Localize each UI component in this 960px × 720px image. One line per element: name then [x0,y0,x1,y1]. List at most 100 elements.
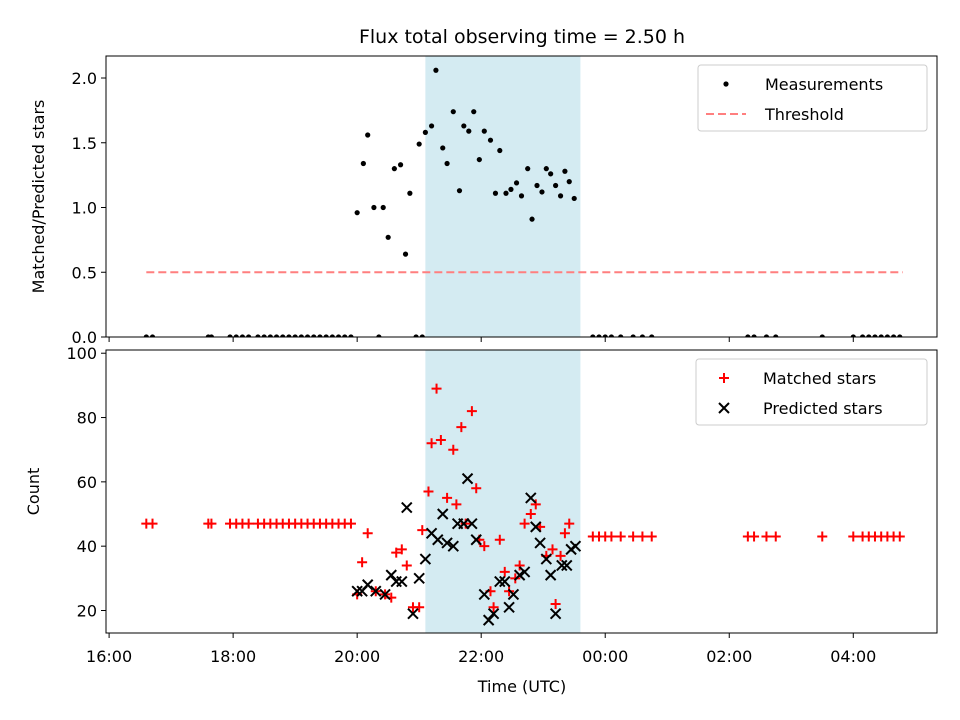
legend-entry-label: Threshold [764,105,844,124]
bottom-y-tick-label: 100 [66,344,97,363]
measurement-point [872,334,878,337]
matched-star-point [646,531,657,542]
matched-star-point [357,557,368,568]
predicted-star-point [540,553,553,565]
bottom-legend-box [695,358,928,426]
measurement-point [525,166,531,172]
measurement-point [481,128,487,134]
predicted-star-point [437,508,449,520]
measurement-point [348,334,354,337]
measurement-point [329,334,335,337]
matched-star-point [547,544,558,555]
matched-star-point [488,602,499,613]
matched-star-point [423,486,434,497]
measurement-point [354,210,360,216]
matched-star-point [606,531,617,542]
measurement-point [450,109,456,115]
predicted-star-point [494,575,506,588]
bottom-plot-area [141,383,905,626]
bottom-y-axis-label: Count [24,468,43,516]
legend-predicted-swatch [718,402,730,414]
top-y-tick-label: 1.0 [72,199,97,218]
bottom-legend: Matched stars Predicted stars [695,358,928,426]
measurement-point [773,334,779,337]
x-tick-label: 04:00 [830,647,876,666]
matched-star-point [479,541,490,552]
predicted-star-point [351,585,363,597]
measurement-point [261,334,267,337]
matched-star-point [770,531,781,542]
measurement-point [562,168,568,174]
measurement-point [639,334,646,337]
predicted-star-point [507,588,520,601]
measurement-point [428,123,435,129]
predicted-star-point [482,614,495,626]
matched-star-point [345,518,356,529]
measurement-point [557,193,564,199]
predicted-star-point [556,559,568,572]
measurement-point [298,334,304,337]
chart-title: Flux total observing time = 2.50 h [359,26,685,48]
matched-star-point [426,438,437,449]
measurement-point [553,182,559,189]
measurement-point [335,334,342,337]
predicted-star-point [401,501,413,514]
predicted-star-point [534,537,546,549]
predicted-star-point [361,579,374,591]
matched-star-point [206,518,217,529]
bottom-y-tick-label: 80 [77,409,97,428]
bottom-axes-frame [105,349,938,634]
predicted-star-point [379,588,391,601]
predicted-star-point [487,607,500,620]
legend-measurement-swatch [723,81,729,87]
matched-star-point [442,492,453,503]
top-legend: Measurements Threshold [697,64,928,132]
top-y-tick-label: 1.5 [72,134,97,153]
x-tick-label: 18:00 [210,647,256,666]
measurement-point [763,334,770,337]
matched-star-point [401,560,412,571]
measurement-point [745,334,751,337]
top-panel: 0.0 0.5 1.0 1.5 2.0 Matched/Predicted stars Me… [29,55,938,347]
predicted-star-point [396,575,408,588]
top-y-tick-label: 2.0 [72,69,97,88]
measurement-point [149,334,156,337]
measurement-point [365,132,371,138]
measurement-point [273,334,280,337]
matched-star-point [362,528,373,539]
x-tick-label: 22:00 [458,647,504,666]
measurement-point [534,182,540,189]
predicted-star-point [518,566,531,578]
measurement-point [233,334,239,337]
measurement-point [286,334,292,337]
bottom-highlight-span [425,350,581,633]
measurement-point [342,334,348,337]
predicted-star-point [549,607,562,620]
measurement-point [292,334,298,337]
legend-entry-label: Predicted stars [763,399,883,418]
bottom-y-tick-label: 20 [77,601,97,620]
measurement-point [413,334,419,337]
measurement-point [529,216,535,222]
matched-star-point [525,509,536,520]
measurement-point [596,334,602,337]
measurement-point [280,334,286,337]
matched-star-point [466,406,477,417]
measurement-point [246,334,252,337]
measurement-point [422,129,428,136]
predicted-star-point [530,521,542,533]
measurement-point [407,190,413,196]
x-tick-label: 16:00 [86,647,132,666]
measurement-point [897,334,903,337]
measurement-point [630,334,636,337]
measurement-point [890,334,897,337]
matched-star-point [550,599,561,610]
measurement-point [548,171,554,177]
matched-star-point [761,531,772,542]
matched-star-point [396,544,407,555]
matched-star-point [451,499,462,510]
measurement-point [311,334,317,337]
measurement-point [317,334,323,337]
matched-star-point [414,602,425,613]
x-axis-label: Time (UTC) [477,677,566,696]
